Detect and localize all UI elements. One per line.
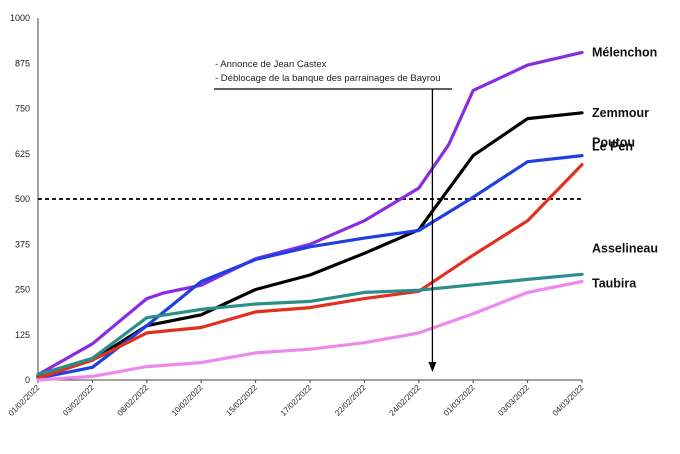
series-lines: [36, 50, 584, 382]
y-tick-label: 875: [15, 58, 30, 68]
x-tick-labels: 01/02/2022 03/02/2022 08/02/2022 10/02/2022…: [7, 380, 586, 418]
series-line-lepen: [36, 154, 584, 380]
series-label-lepen: Le Pen: [592, 140, 633, 154]
y-tick-label: 500: [15, 194, 30, 204]
x-tick-label: 03/03/2022: [496, 383, 531, 418]
x-tick-label: 24/02/2022: [388, 383, 423, 418]
x-tick-label: 15/02/2022: [224, 383, 259, 418]
y-tick-label: 125: [15, 330, 30, 340]
annotation-arrow-head: [428, 362, 437, 372]
y-tick-label: 375: [15, 239, 30, 249]
y-tick-label: 250: [15, 285, 30, 295]
y-tick-label: 750: [15, 104, 30, 114]
y-tick-label: 625: [15, 149, 30, 159]
x-tick-label: 01/03/2022: [442, 383, 477, 418]
x-tick-label: 10/02/2022: [170, 383, 205, 418]
annotation: - Annonce de Jean Castex - Déblocage de …: [214, 59, 452, 372]
x-tick-label: 04/03/2022: [551, 383, 586, 418]
x-tick-label: 01/02/2022: [7, 383, 42, 418]
series-line-asselineau: [36, 272, 584, 377]
series-line-poutou: [36, 163, 584, 380]
annotation-text-line-2: - Déblocage de la banque des parrainages…: [215, 73, 441, 84]
y-tick-labels: 0 125 250 375 500 625 750 875 1000: [10, 13, 30, 385]
x-tick-label: 08/02/2022: [116, 383, 151, 418]
x-tick-label: 03/02/2022: [61, 383, 96, 418]
series-label-taubira: Taubira: [592, 277, 637, 291]
series-label-zemmour: Zemmour: [592, 106, 649, 120]
y-tick-label: 0: [25, 375, 30, 385]
series-label-mlenchon: Mélenchon: [592, 45, 657, 59]
series-line-mlenchon: [36, 50, 584, 377]
series-label-poutou: Poutou: [592, 136, 635, 150]
series-label-asselineau: Asselineau: [592, 241, 658, 255]
series-line-zemmour: [36, 111, 584, 378]
y-tick-label: 1000: [10, 13, 30, 23]
annotation-text-line-1: - Annonce de Jean Castex: [215, 59, 327, 70]
x-tick-label: 17/02/2022: [279, 383, 314, 418]
x-tick-label: 22/02/2022: [333, 383, 368, 418]
series-line-taubira: [36, 279, 584, 382]
